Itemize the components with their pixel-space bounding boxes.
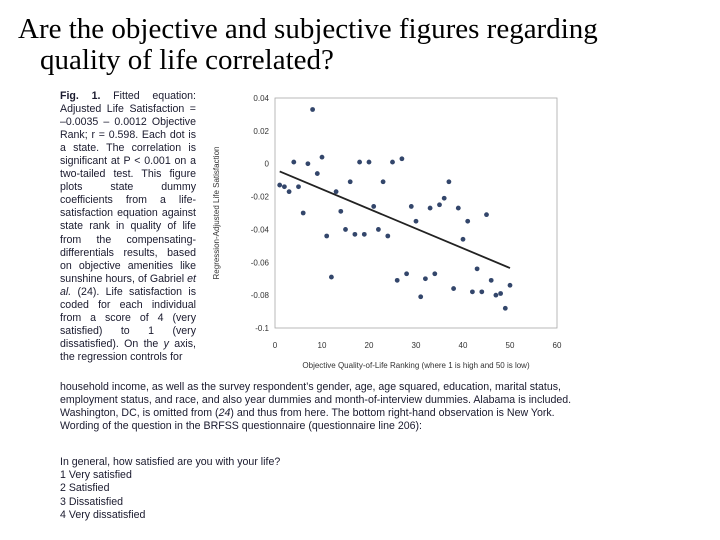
y-tick-label: -0.08 [251, 291, 270, 300]
data-point [361, 231, 367, 237]
data-point [291, 159, 297, 165]
caption-part-1: Fitted equation: Adjusted Life Satisfact… [60, 90, 197, 285]
data-point [329, 274, 334, 280]
y-tick-label: -0.1 [255, 324, 269, 333]
data-point [300, 210, 306, 216]
data-point [338, 208, 344, 214]
data-point [390, 159, 395, 165]
slide-title-line-2: quality of life correlated? [40, 44, 334, 76]
data-point [371, 204, 377, 209]
x-axis-label: Objective Quality-of-Life Ranking (where… [302, 361, 530, 370]
data-point [437, 202, 442, 208]
data-point [455, 205, 461, 211]
data-point [498, 291, 503, 296]
y-tick-label: -0.04 [251, 225, 270, 234]
data-point [404, 271, 409, 277]
data-point [282, 184, 287, 190]
y-tick-label: -0.02 [251, 193, 270, 202]
slide-title: Are the objective and subjective figures… [18, 14, 708, 76]
data-point [319, 154, 325, 160]
data-point [479, 289, 485, 295]
y-tick-label: 0.02 [253, 127, 269, 136]
data-point [484, 212, 489, 218]
data-point [446, 179, 452, 185]
option-item: 2 Satisfied [60, 482, 110, 495]
y-tick-label: 0 [265, 160, 270, 169]
data-point [432, 271, 438, 277]
data-point [394, 277, 400, 283]
data-point [502, 305, 508, 311]
x-tick-label: 40 [459, 341, 468, 350]
data-point [352, 231, 358, 237]
caption-continuation-2: ) and thus from here. The bottom right-h… [60, 407, 555, 433]
data-point [286, 189, 292, 195]
figure-caption: Fig. 1. Fitted equation: Adjusted Life S… [60, 90, 196, 364]
fit-line [279, 170, 511, 269]
data-point [399, 156, 405, 162]
data-point [470, 289, 475, 295]
caption-part-3: axis, the regression controls for [60, 337, 196, 363]
questionnaire: In general, how satisfied are you with y… [60, 456, 460, 522]
data-point [366, 159, 372, 165]
data-point [408, 204, 414, 209]
data-point [427, 205, 433, 211]
questionnaire-options: 1 Very satisfied 2 Satisfied 3 Dissatisf… [60, 469, 460, 522]
data-point [465, 218, 471, 224]
x-tick-label: 0 [273, 341, 278, 350]
data-point [413, 218, 419, 224]
slide-title-line-1: Are the objective and subjective figures… [18, 13, 598, 45]
y-tick-label: 0.04 [253, 94, 269, 103]
data-point [380, 179, 386, 185]
data-point [493, 292, 499, 298]
data-point [385, 233, 391, 239]
data-point [451, 286, 456, 291]
y-tick-label: -0.06 [251, 258, 270, 267]
caption-ref-24: 24 [218, 407, 231, 420]
option-item: 1 Very satisfied [60, 469, 132, 482]
caption-continuation-1: household income, as well as the survey … [60, 381, 572, 420]
x-tick-label: 30 [412, 341, 421, 350]
y-axis-label: Regression-Adjusted Life Satisfaction [212, 147, 221, 280]
figure-label: Fig. 1. [60, 90, 101, 102]
data-point [507, 282, 513, 288]
data-point [324, 233, 330, 239]
data-point [305, 161, 311, 167]
x-tick-label: 20 [365, 341, 374, 350]
caption-continuation: household income, as well as the survey … [60, 381, 572, 433]
data-point [296, 184, 301, 190]
data-point [460, 236, 466, 242]
questionnaire-question: In general, how satisfied are you with y… [60, 456, 281, 468]
data-point [347, 179, 353, 185]
data-point [423, 276, 428, 282]
x-tick-label: 50 [506, 341, 515, 350]
data-point [314, 171, 320, 176]
plot-frame [274, 97, 558, 329]
data-point [441, 195, 447, 201]
data-point [277, 182, 283, 188]
x-tick-label: 10 [318, 341, 327, 350]
data-point [376, 227, 381, 232]
x-tick-label: 60 [553, 341, 562, 350]
option-item: 4 Very dissatisfied [60, 508, 146, 521]
data-point [488, 277, 494, 283]
data-point [343, 227, 348, 232]
caption-y-axis: y [163, 337, 169, 350]
data-point [418, 294, 424, 300]
option-item: 3 Dissatisfied [60, 495, 123, 508]
data-point [357, 159, 362, 165]
data-point [333, 189, 339, 195]
data-point [310, 107, 315, 112]
data-point [474, 266, 480, 272]
caption-part-2: (24). Life satisfaction is coded for eac… [60, 285, 196, 350]
scatter-chart: 0.04 0.02 0 -0.02 -0.04 -0.06 -0.08 -0.1 0 10 20 3… [212, 94, 562, 370]
caption-et-al: et al. [60, 272, 196, 298]
